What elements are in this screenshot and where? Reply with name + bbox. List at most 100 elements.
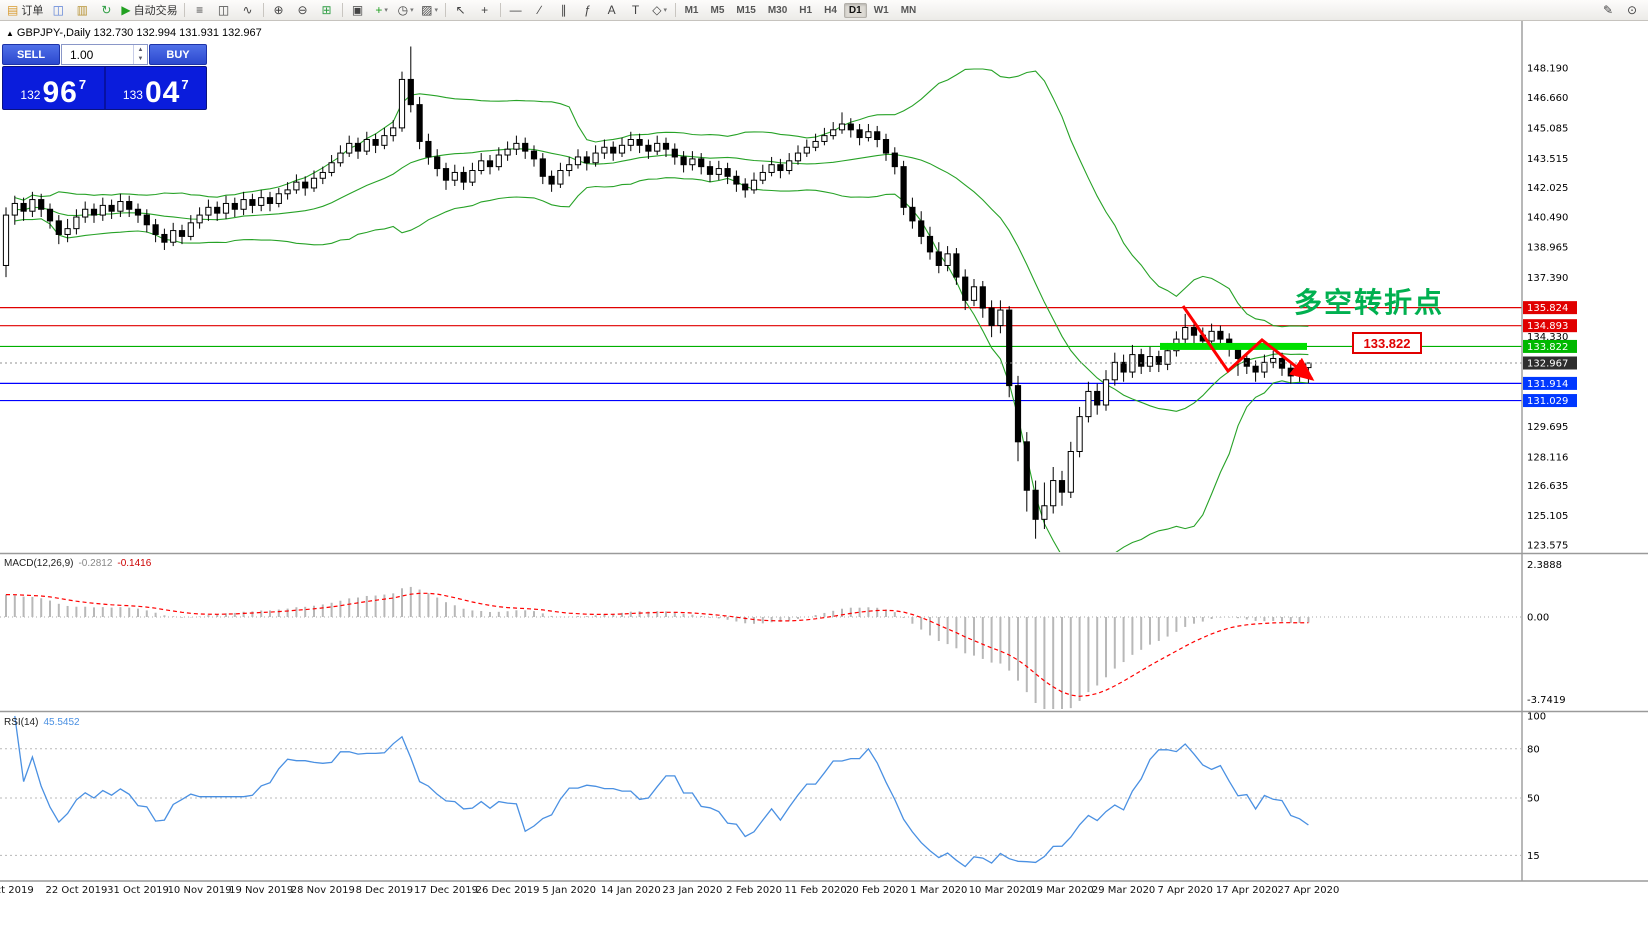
timeframe-button-M30[interactable]: M30	[767, 4, 788, 16]
templates-icon[interactable]: ▨ ▾	[418, 1, 442, 19]
toolbar-separator	[183, 3, 185, 17]
bollinger-upper	[14, 68, 1309, 328]
buy-button[interactable]: BUY	[149, 44, 207, 65]
price-tick-label: 142.025	[1527, 183, 1568, 194]
autotrading-button[interactable]: ▶ 自动交易	[118, 1, 180, 19]
pencil-icon[interactable]: ✎	[1596, 1, 1620, 19]
buy-price-display[interactable]: 133 04 7	[106, 67, 207, 109]
fibonacci-icon: ƒ	[584, 3, 591, 17]
bollinger-lower	[14, 177, 1309, 552]
macd-tick-label: 0.00	[1527, 613, 1549, 624]
price-tick-label: 129.695	[1527, 422, 1568, 433]
timeframe-button-M5[interactable]: M5	[710, 4, 725, 16]
toolbar-separator	[444, 3, 446, 17]
pencil-icon: ✎	[1602, 3, 1614, 17]
volume-down-icon[interactable]: ▼	[137, 56, 144, 63]
zoom-in-icon[interactable]: ⊕	[267, 1, 291, 19]
bar-chart-icon[interactable]: ≡	[188, 1, 212, 19]
volume-input[interactable]: 1.00	[70, 47, 94, 62]
tile-windows-icon[interactable]: ▣	[346, 1, 370, 19]
tile-windows-icon: ▣	[351, 3, 364, 17]
buy-price-big: 04	[144, 75, 181, 109]
price-callout-label[interactable]: 133.822	[1352, 332, 1422, 354]
date-label: 3 Oct 2019	[0, 885, 34, 896]
sell-button[interactable]: SELL	[2, 44, 60, 65]
date-label: 23 Jan 2020	[662, 885, 722, 896]
sell-price-display[interactable]: 132 96 7	[3, 67, 106, 109]
chevron-down-icon[interactable]: ▾	[434, 7, 438, 14]
timeframe-button-MN[interactable]: MN	[900, 4, 917, 16]
refresh-icon[interactable]: ↻	[94, 1, 118, 19]
channel-icon: ∥	[560, 3, 567, 17]
new-order-button[interactable]: ▤ 订单	[4, 1, 46, 19]
profile-icon[interactable]: ▥	[70, 1, 94, 19]
timeframe-button-D1[interactable]: D1	[843, 2, 867, 18]
toolbar-separator	[674, 3, 676, 17]
macd-tick-label: -3.7419	[1527, 695, 1566, 706]
line-chart-icon[interactable]: ∿	[236, 1, 260, 19]
cursor-icon[interactable]: ↖	[449, 1, 473, 19]
grid-icon[interactable]: ⊞	[315, 1, 339, 19]
fibonacci-icon[interactable]: ƒ	[576, 1, 600, 19]
crosshair-icon[interactable]: +	[473, 1, 497, 19]
text-icon: A	[607, 3, 616, 17]
trade-panel-prices: 132 96 7 133 04 7	[2, 66, 207, 110]
chevron-down-icon[interactable]: ▾	[410, 7, 414, 14]
price-tag-135.824: 135.824	[1523, 301, 1577, 315]
buy-price-sup: 7	[181, 77, 189, 92]
toolbar-separator	[341, 3, 343, 17]
autotrading-button-icon: ▶	[121, 3, 131, 17]
date-label: 19 Nov 2019	[229, 885, 293, 896]
macd-name: MACD(12,26,9)	[4, 558, 74, 569]
svg-text:132.967: 132.967	[1527, 358, 1568, 369]
cursor-icon: ↖	[455, 3, 466, 17]
ohlc-marker-icon[interactable]: ▲	[6, 29, 14, 38]
timeframe-button-M1[interactable]: M1	[684, 4, 699, 16]
chevron-down-icon[interactable]: ▾	[384, 7, 388, 14]
rsi-name: RSI(14)	[4, 717, 39, 728]
price-tick-label: 146.660	[1527, 93, 1568, 104]
candlestick-chart-icon[interactable]: ◫	[212, 1, 236, 19]
volume-up-icon[interactable]: ▲	[137, 46, 144, 53]
rsi-value: 45.5452	[43, 717, 80, 728]
timeframe-button-M15[interactable]: M15	[736, 4, 756, 16]
new-order-button-icon: ▤	[7, 3, 19, 17]
macd-main-value: -0.2812	[78, 558, 113, 569]
horizontal-line-icon: —	[509, 3, 522, 17]
indicators-icon[interactable]: + ▾	[370, 1, 394, 19]
chart-title: ▲ GBPJPY-,Daily 132.730 132.994 131.931 1…	[6, 27, 262, 39]
date-label: 17 Apr 2020	[1216, 885, 1278, 896]
volume-stepper: ▲ ▼	[133, 45, 147, 64]
turning-point-annotation[interactable]: 多空转折点	[1294, 287, 1445, 318]
line-chart-icon: ∿	[242, 3, 253, 17]
shapes-icon[interactable]: ◇ ▾	[648, 1, 672, 19]
periods-icon[interactable]: ◷ ▾	[394, 1, 418, 19]
zoom-out-icon: ⊖	[297, 3, 308, 17]
timeframe-button-H1[interactable]: H1	[799, 4, 813, 16]
price-tick-label: 134.330	[1527, 332, 1568, 343]
sell-price-sup: 7	[78, 77, 87, 92]
text-icon[interactable]: A	[600, 1, 624, 19]
macd-signal-value: -0.1416	[117, 558, 152, 569]
channel-icon[interactable]: ∥	[552, 1, 576, 19]
date-label: 27 Apr 2020	[1277, 885, 1339, 896]
rsi-tick-label: 50	[1527, 794, 1540, 805]
timeframe-button-W1[interactable]: W1	[873, 4, 889, 16]
autotrading-button-label: 自动交易	[133, 5, 178, 17]
date-label: 19 Mar 2020	[1030, 885, 1093, 896]
date-label: 17 Dec 2019	[414, 885, 478, 896]
text-label-icon[interactable]: T	[624, 1, 648, 19]
date-label: 2 Feb 2020	[726, 885, 782, 896]
bar-chart-icon: ≡	[196, 3, 204, 17]
zoom-out-icon[interactable]: ⊖	[291, 1, 315, 19]
timeframe-button-H4[interactable]: H4	[824, 4, 837, 16]
chart-window-icon[interactable]: ◫	[46, 1, 70, 19]
date-label: 22 Oct 2019	[45, 885, 107, 896]
search-icon[interactable]: ⊙	[1620, 1, 1644, 19]
svg-text:134.893: 134.893	[1527, 321, 1568, 332]
chevron-down-icon[interactable]: ▾	[663, 7, 667, 14]
horizontal-line-icon[interactable]: —	[504, 1, 528, 19]
trendline-icon[interactable]: ∕	[528, 1, 552, 19]
